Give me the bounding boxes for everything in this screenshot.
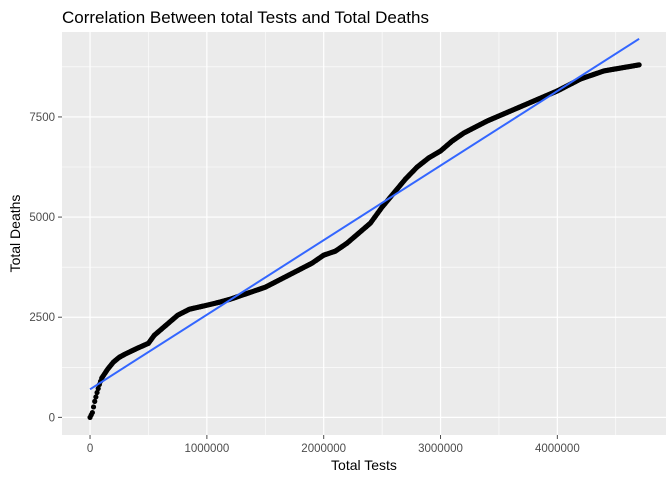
data-point (95, 385, 101, 392)
data-point (93, 394, 99, 400)
x-tick-label: 1000000 (184, 443, 229, 455)
x-tick-label: 3000000 (418, 443, 463, 455)
data-point (90, 404, 97, 410)
x-tick-label: 2000000 (301, 443, 346, 455)
y-axis-title: Total Deaths (7, 195, 23, 273)
y-axis: 0 2500 5000 7500 (29, 112, 62, 424)
grid-minor (62, 32, 666, 435)
data-point (636, 62, 642, 68)
y-tick-label: 7500 (29, 112, 55, 124)
grid-major (62, 32, 666, 435)
data-points (87, 62, 642, 420)
x-tick-label: 4000000 (535, 443, 580, 455)
chart-title: Correlation Between total Tests and Tota… (62, 8, 429, 27)
data-point (94, 389, 100, 396)
x-tick-label: 0 (87, 443, 93, 455)
x-axis: 0 1000000 2000000 3000000 4000000 (87, 435, 580, 455)
x-axis-title: Total Tests (331, 457, 397, 473)
y-tick-label: 5000 (29, 212, 55, 224)
plot-panel (62, 32, 666, 435)
regression-line (89, 37, 640, 391)
data-point (89, 409, 95, 416)
y-tick-label: 0 (49, 412, 55, 424)
data-point (92, 398, 98, 404)
y-tick-label: 2500 (29, 312, 55, 324)
